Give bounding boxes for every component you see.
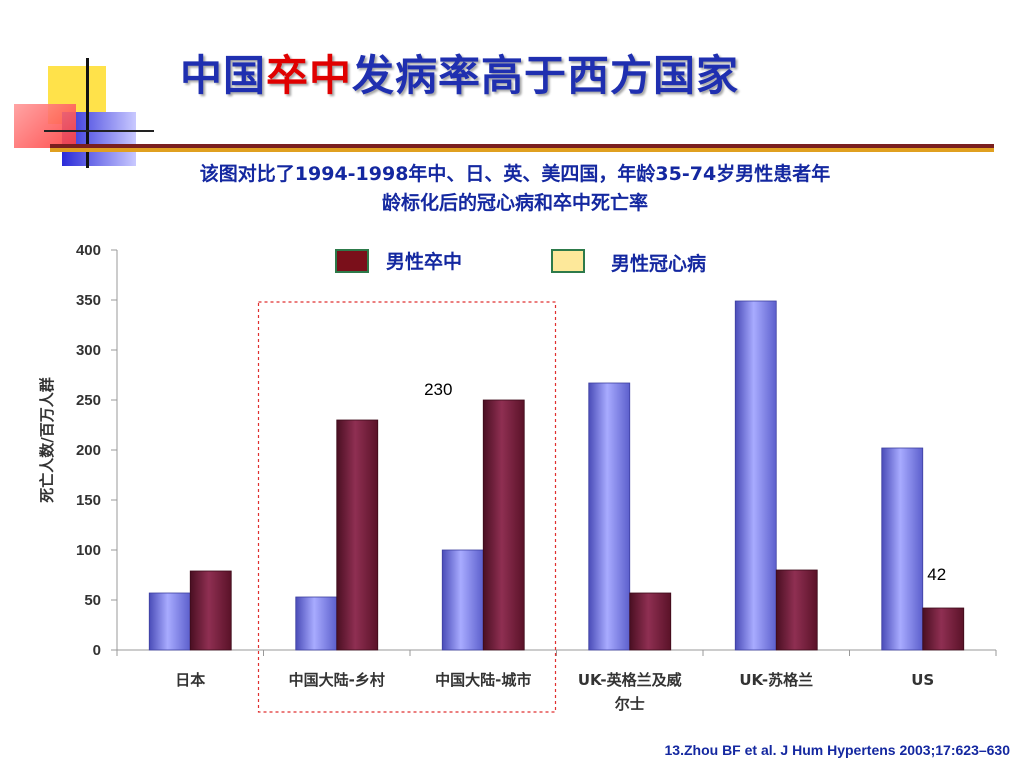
stroke-bar: [336, 419, 379, 651]
deco-red-block: [14, 104, 76, 148]
deco-horizontal-line: [44, 130, 154, 132]
y-tick-label: 300: [76, 342, 101, 359]
category-label: 中国大陆-乡村: [289, 671, 385, 689]
legend-swatch-chd: [551, 249, 585, 273]
title-part1: 中国: [180, 51, 267, 100]
citation: 13.Zhou BF et al. J Hum Hypertens 2003;1…: [664, 742, 1010, 758]
stroke-bar: [629, 592, 672, 651]
subtitle-line1: 该图对比了1994-1998年中、日、英、美四国，年龄35-74岁男性患者年: [199, 163, 831, 185]
y-tick-label: 100: [76, 542, 101, 559]
title-rule-dark: [50, 144, 994, 148]
subtitle-line2: 龄标化后的冠心病和卒中死亡率: [381, 192, 648, 214]
data-annotation: 230: [424, 380, 452, 399]
category-label: 尔士: [615, 695, 645, 713]
category-label: UK-英格兰及威: [578, 671, 682, 689]
title-highlight: 卒中: [266, 51, 353, 100]
slide-subtitle: 该图对比了1994-1998年中、日、英、美四国，年龄35-74岁男性患者年 龄…: [100, 160, 930, 218]
bars-layer: [148, 300, 965, 651]
title-rule-gold: [50, 148, 994, 152]
chd-bar: [295, 596, 338, 651]
y-tick-label: 0: [93, 642, 101, 659]
y-axis-label: 死亡人数/百万人群: [38, 377, 56, 502]
legend-label-chd: 男性冠心病: [611, 252, 706, 275]
chd-bar: [148, 592, 191, 651]
china-highlight-box: [257, 301, 557, 713]
y-tick-label: 50: [84, 592, 101, 609]
legend: 男性卒中 男性冠心病: [335, 249, 706, 275]
chd-bar: [881, 447, 924, 651]
stroke-bar: [775, 569, 818, 651]
category-label: US: [911, 671, 934, 689]
y-tick-label: 200: [76, 442, 101, 459]
y-tick-label: 350: [76, 292, 101, 309]
stroke-bar: [922, 607, 965, 651]
stroke-bar: [482, 399, 525, 651]
stroke-bar: [189, 570, 232, 651]
deco-vertical-line: [86, 58, 89, 168]
category-label: 中国大陆-城市: [435, 671, 531, 689]
legend-swatch-stroke: [335, 249, 369, 273]
y-tick-label: 150: [76, 492, 101, 509]
chd-bar: [441, 549, 484, 651]
y-tick-label: 250: [76, 392, 101, 409]
title-part2: 发病率高于西方国家: [352, 51, 740, 100]
data-annotation: 42: [927, 565, 946, 584]
axes-layer: 0 50 100 150 200 250 300 350 400: [76, 242, 997, 659]
category-label: UK-苏格兰: [739, 671, 813, 689]
chd-bar: [588, 382, 631, 651]
slide-title: 中国卒中发病率高于西方国家: [180, 42, 980, 103]
category-label: 日本: [175, 671, 205, 689]
chd-bar: [734, 300, 777, 651]
y-tick-label: 400: [76, 242, 101, 259]
legend-label-stroke: 男性卒中: [386, 250, 462, 273]
